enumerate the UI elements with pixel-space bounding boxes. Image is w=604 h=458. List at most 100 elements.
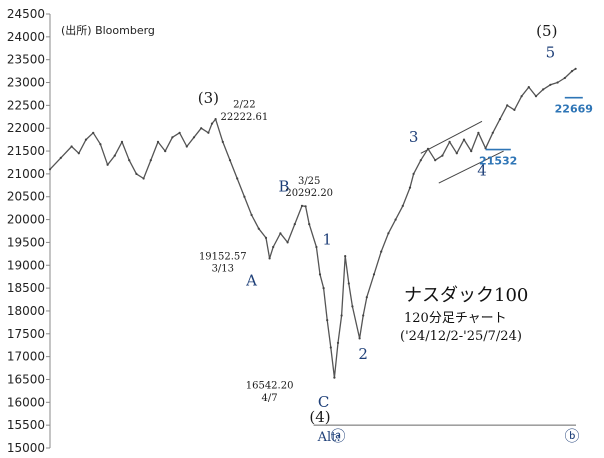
price-point [556,81,559,84]
wave-label: 22222.61 [221,112,269,123]
price-point [59,156,62,159]
wave-label: (4) [309,408,330,426]
price-point [491,131,494,134]
wave-label: 19152.57 [199,251,247,262]
price-point [315,245,318,249]
price-point [185,145,188,148]
wave-label: 5 [546,43,556,61]
y-tick-label: 20000 [7,213,45,227]
price-point [340,314,343,317]
price-point [149,159,152,162]
price-series [48,67,577,379]
y-tick-label: 18500 [7,281,45,295]
wave-label: 4/7 [262,393,278,404]
y-tick-label: 18000 [7,304,45,318]
price-point [322,287,325,290]
price-point [506,104,509,107]
price-point [120,140,124,143]
price-point [300,204,304,207]
price-point [455,152,458,155]
price-point [520,95,523,98]
price-point [448,140,451,143]
price-point [48,168,52,171]
price-point [329,346,332,349]
y-tick-label: 24500 [7,7,45,21]
price-point [304,205,307,208]
price-point [308,223,311,226]
wave-label: (5) [536,22,557,40]
level-label: 21532 [479,155,517,168]
price-point [279,232,282,235]
alt-mark: ⓑ [564,427,579,445]
chart-title: ナスダック100 [404,285,528,306]
chart-period: ('24/12/2-'25/7/24) [400,329,522,344]
y-axis: 15000 15500 16000 16500 17000 17500 18000 18500… [7,7,51,455]
alt-count-line: Alt:ⓐ ⓑ [313,424,580,445]
wave-label: 2 [358,345,368,363]
price-point [344,255,347,258]
price-point [333,376,336,379]
price-point [113,154,116,157]
y-tick-label: 24000 [7,30,45,44]
price-point [441,154,444,157]
price-point [77,152,80,155]
price-point [268,257,271,260]
price-point [498,118,502,121]
source-label: (出所) Bloomberg [61,23,155,37]
wave-label: 20292.20 [285,188,333,199]
price-point [92,131,95,134]
price-point [462,138,466,141]
price-point [293,223,296,226]
alt-mark: ⓐ [330,427,345,445]
price-point [351,305,354,308]
y-tick-label: 20500 [7,190,45,204]
price-point [387,232,390,235]
price-point [549,83,552,86]
wave-label: 16542.20 [246,381,294,392]
price-point [477,131,480,134]
price-point [380,250,383,253]
price-point [401,204,404,207]
y-tick-label: 17000 [7,350,45,364]
price-point [106,163,109,166]
price-point [84,138,88,141]
price-point [365,296,368,299]
price-point [164,150,167,153]
price-point [542,88,545,91]
price-point [470,150,473,153]
price-point [326,319,329,322]
price-point [178,131,181,134]
price-point [236,177,239,180]
price-point [272,245,275,249]
price-point [243,195,246,198]
price-point [534,95,538,98]
wave-label: (3) [198,89,219,107]
wave-label: 2/22 [233,100,255,111]
price-point [412,172,415,175]
price-point [347,282,350,285]
wave-label: 4 [477,161,487,179]
price-point [128,159,131,162]
price-point [221,140,224,143]
trend-channel [420,120,504,184]
price-point [228,159,232,162]
y-tick-label: 22000 [7,121,45,135]
price-point [574,67,577,70]
y-tick-label: 16000 [7,395,45,409]
price-point [408,186,412,189]
wave-label: 3/13 [212,264,234,275]
y-tick-label: 15500 [7,418,45,432]
price-point [318,273,322,276]
price-point [336,341,340,344]
y-tick-label: 15000 [7,441,45,455]
price-point [362,314,365,317]
price-point [250,213,253,217]
y-tick-label: 19000 [7,258,45,272]
price-point [513,108,516,111]
y-tick-label: 21500 [7,144,45,158]
price-point [372,273,376,276]
price-point [394,218,397,221]
alt-label: Alt: [317,430,341,445]
